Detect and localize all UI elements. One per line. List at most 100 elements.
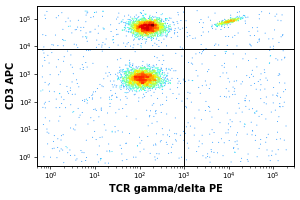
Point	[145, 28, 150, 31]
Point	[219, 22, 224, 25]
Point	[134, 22, 138, 25]
Point	[148, 85, 153, 88]
Point	[152, 85, 157, 88]
Point	[149, 27, 154, 30]
Point	[218, 22, 223, 25]
Point	[144, 21, 149, 24]
Point	[147, 79, 152, 82]
Point	[131, 79, 136, 82]
Point	[160, 22, 165, 25]
Point	[97, 144, 102, 148]
Point	[161, 24, 166, 27]
Point	[132, 33, 136, 36]
Point	[147, 72, 152, 75]
Point	[150, 22, 154, 25]
Point	[153, 23, 158, 27]
Point	[136, 78, 141, 81]
Point	[160, 25, 165, 28]
Point	[146, 29, 151, 32]
Point	[44, 127, 49, 131]
Point	[138, 66, 143, 69]
Point	[149, 82, 154, 85]
Point	[164, 79, 169, 83]
Point	[143, 30, 148, 34]
Point	[40, 49, 45, 52]
Point	[149, 30, 154, 33]
Point	[141, 88, 146, 91]
Point	[121, 85, 126, 88]
Point	[133, 74, 138, 77]
Point	[154, 79, 159, 82]
Point	[153, 31, 158, 34]
Point	[133, 77, 138, 80]
Point	[148, 71, 153, 75]
Point	[221, 21, 226, 24]
Point	[149, 24, 154, 27]
Point	[147, 26, 152, 29]
Point	[153, 78, 158, 81]
Point	[131, 67, 136, 70]
Point	[135, 79, 140, 82]
Point	[106, 162, 111, 165]
Point	[139, 73, 144, 76]
Point	[149, 29, 154, 32]
Point	[244, 94, 249, 97]
Point	[147, 26, 152, 29]
Point	[145, 21, 150, 24]
Point	[146, 75, 150, 78]
Point	[122, 72, 127, 76]
Point	[140, 81, 145, 84]
Point	[156, 73, 161, 76]
Point	[142, 83, 146, 86]
Point	[148, 19, 153, 23]
Point	[145, 25, 150, 29]
Point	[140, 25, 145, 28]
Point	[142, 77, 147, 80]
Point	[133, 70, 138, 73]
Point	[231, 19, 236, 23]
Point	[222, 66, 227, 69]
Point	[147, 78, 152, 81]
Point	[135, 72, 140, 76]
Point	[151, 28, 156, 31]
Point	[126, 21, 131, 24]
Point	[183, 80, 188, 83]
Point	[140, 20, 144, 23]
Point	[137, 76, 142, 79]
Point	[140, 29, 145, 33]
Point	[133, 75, 138, 78]
Point	[154, 23, 158, 26]
Point	[146, 80, 150, 83]
Point	[137, 30, 142, 33]
Point	[156, 16, 161, 20]
Point	[91, 62, 95, 65]
Point	[158, 31, 163, 34]
Point	[141, 70, 146, 74]
Point	[149, 26, 154, 29]
Point	[147, 26, 152, 29]
Point	[148, 75, 153, 79]
Point	[132, 22, 137, 26]
Point	[136, 77, 141, 80]
Point	[139, 85, 144, 88]
Point	[145, 71, 150, 74]
Point	[140, 78, 144, 81]
Point	[155, 68, 160, 71]
Point	[149, 73, 154, 76]
Point	[141, 81, 146, 84]
Point	[226, 20, 231, 23]
Point	[208, 161, 212, 164]
Point	[90, 98, 95, 101]
Point	[131, 81, 136, 85]
Point	[137, 74, 142, 77]
Point	[134, 82, 139, 85]
Point	[134, 20, 138, 23]
Point	[158, 75, 163, 78]
Point	[138, 21, 143, 24]
Point	[153, 28, 158, 31]
Point	[124, 78, 129, 81]
Point	[152, 78, 157, 81]
Point	[144, 18, 148, 21]
Point	[158, 26, 163, 29]
Point	[150, 27, 155, 30]
